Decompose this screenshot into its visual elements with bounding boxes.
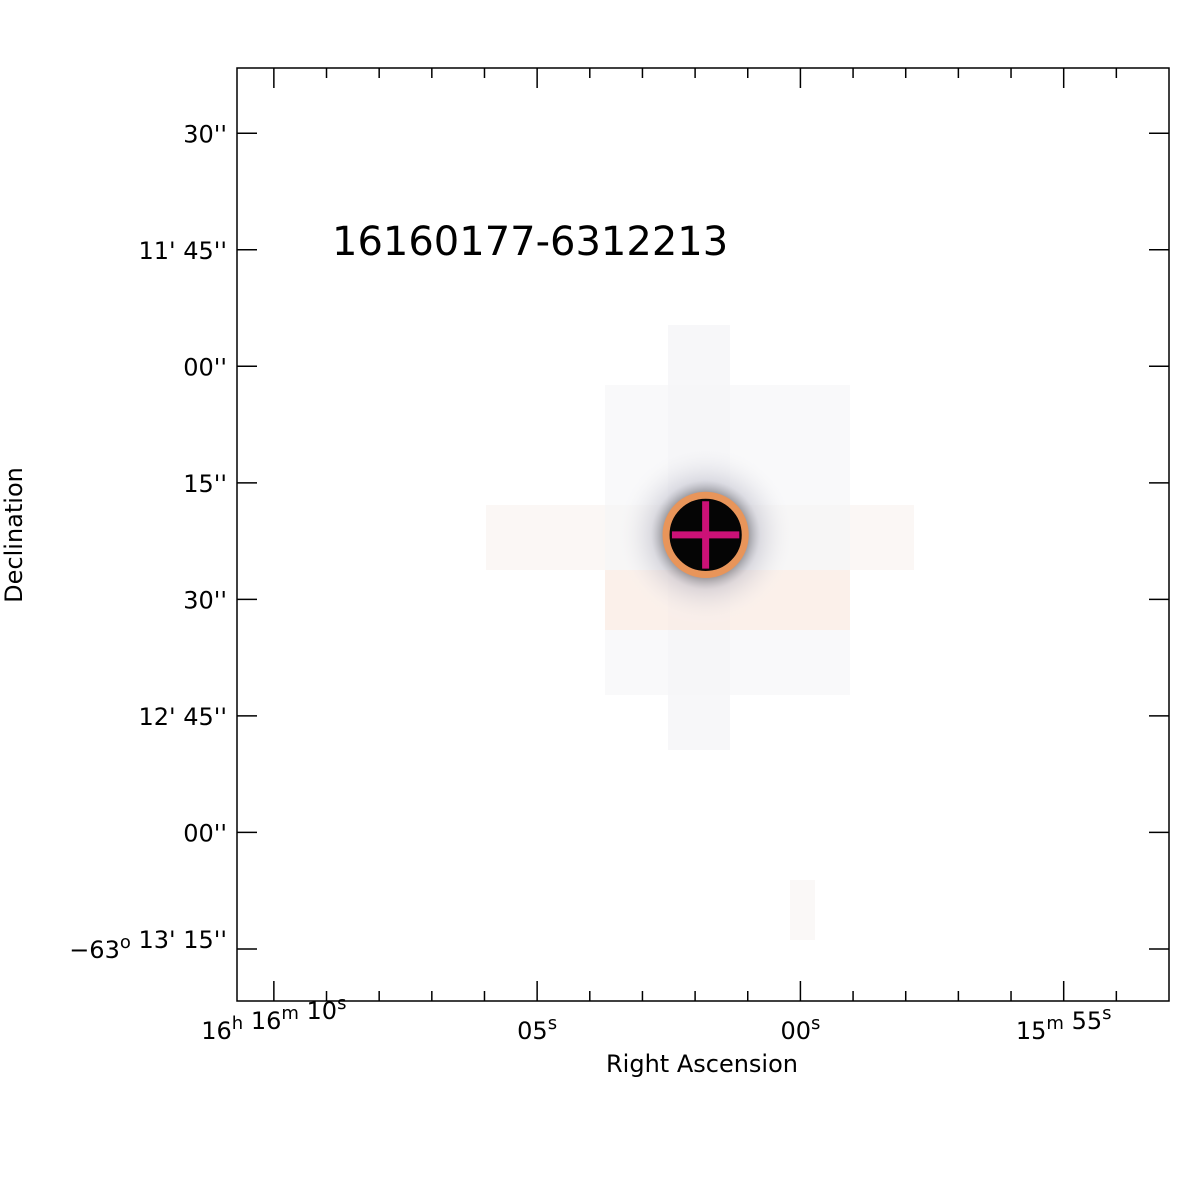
y-axis-label: Declination [0, 467, 28, 603]
y-tick-label: 11' 45'' [139, 237, 228, 265]
y-tick-label: 15'' [183, 470, 227, 498]
x-tick-label: 15m 55s [1016, 1003, 1112, 1045]
y-tick-label: 00'' [183, 819, 227, 847]
noise [790, 880, 815, 940]
y-tick-label: −63o 13' 15'' [69, 926, 227, 964]
y-tick-label: 00'' [183, 353, 227, 381]
x-tick-label: 16h 16m 10s [201, 993, 346, 1045]
x-tick-label: 05s [517, 1013, 557, 1045]
y-tick-label: 12' 45'' [139, 703, 228, 731]
frame [236, 67, 1170, 1002]
y-tick-label: 30'' [183, 586, 227, 614]
x-axis-label: Right Ascension [606, 1050, 798, 1078]
y-tick-label: 30'' [183, 120, 227, 148]
chart-title: 16160177-6312213 [332, 219, 728, 265]
sky-image [486, 325, 914, 940]
x-tick-label: 00s [780, 1013, 820, 1045]
